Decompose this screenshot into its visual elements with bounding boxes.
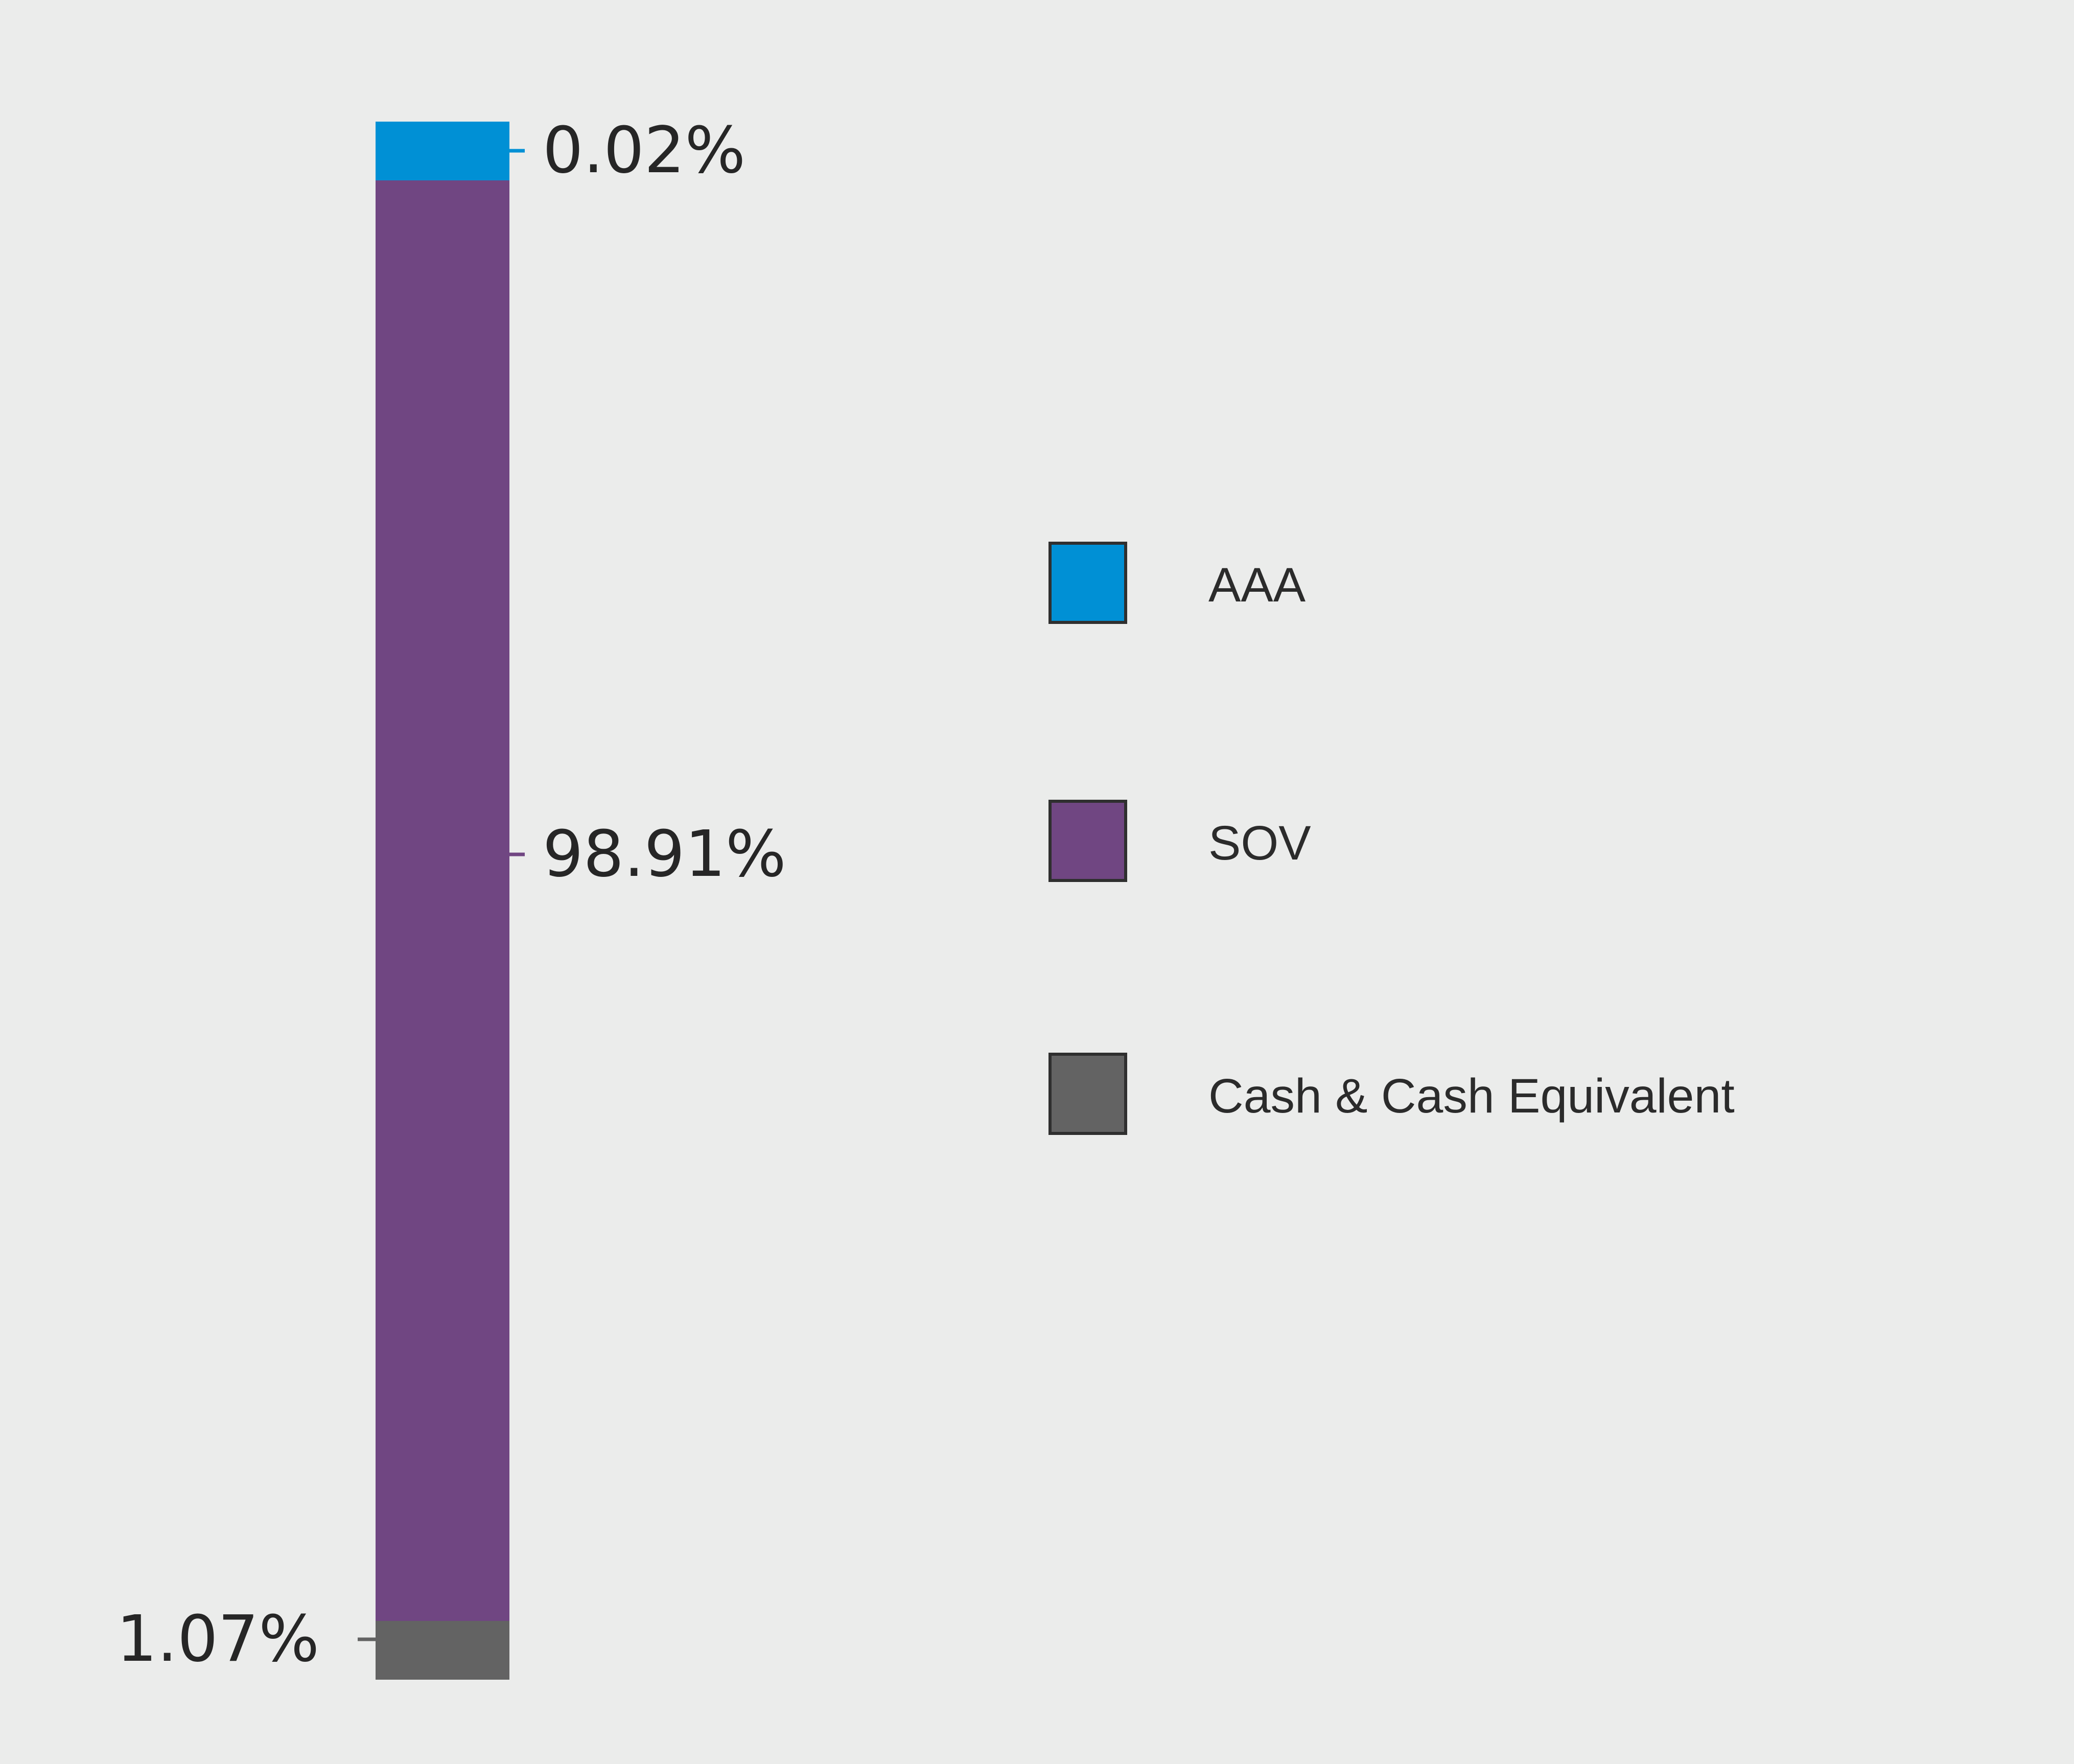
bar-segment-cash-and-cash-equivalent: [376, 1621, 509, 1680]
legend-swatch-aaa: [1048, 542, 1127, 624]
bar-segment-aaa: [376, 122, 509, 180]
legend-label-cash-and-cash-equivalent: Cash & Cash Equivalent: [1208, 1069, 1735, 1123]
bar-layer: [376, 122, 509, 1680]
legend-swatch-sov: [1048, 800, 1127, 882]
legend-label-aaa: AAA: [1208, 558, 1306, 612]
bar-segment-sov: [376, 180, 509, 1621]
legend-label-sov: SOV: [1208, 816, 1311, 870]
data-label-sov: 98.91%: [543, 817, 786, 891]
legend-swatch-cash-and-cash-equivalent: [1048, 1053, 1127, 1135]
data-label-layer: 1.07% 98.91% 0.02%: [116, 113, 786, 1676]
legend: AAA SOV Cash & Cash Equivalent: [1048, 542, 1735, 1135]
data-label-cash-and-cash-equivalent: 1.07%: [116, 1602, 319, 1676]
data-label-aaa: 0.02%: [543, 113, 745, 188]
